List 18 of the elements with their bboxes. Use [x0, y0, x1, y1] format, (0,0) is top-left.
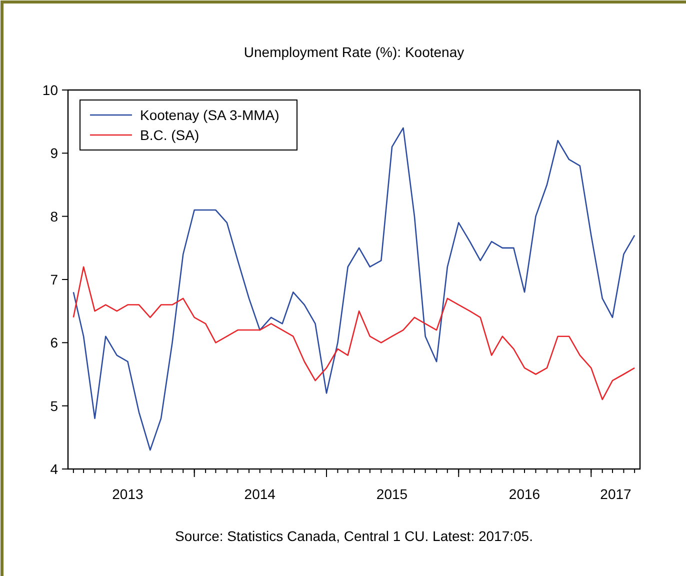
y-tick-label: 4	[50, 461, 58, 477]
x-tick-label: 2013	[112, 486, 144, 502]
chart-title: Unemployment Rate (%): Kootenay	[244, 44, 464, 60]
y-tick-label: 8	[50, 208, 58, 224]
y-tick-label: 5	[50, 398, 58, 414]
y-tick-label: 10	[42, 82, 58, 98]
x-tick-label: 2016	[508, 486, 540, 502]
line-series	[72, 266, 636, 400]
legend-label: B.C. (SA)	[140, 127, 200, 143]
y-tick-label: 6	[50, 334, 58, 351]
source-note: Source: Statistics Canada, Central 1 CU. Latest: 2017:05.	[175, 528, 533, 544]
y-tick-label: 7	[50, 272, 58, 288]
x-tick-label: 2017	[600, 486, 632, 502]
x-tick-label: 2015	[376, 486, 408, 502]
legend-label: Kootenay (SA 3-MMA)	[140, 107, 280, 123]
x-tick-label: 2014	[244, 486, 276, 502]
y-tick-label: 9	[50, 145, 58, 162]
line-series	[72, 127, 636, 451]
